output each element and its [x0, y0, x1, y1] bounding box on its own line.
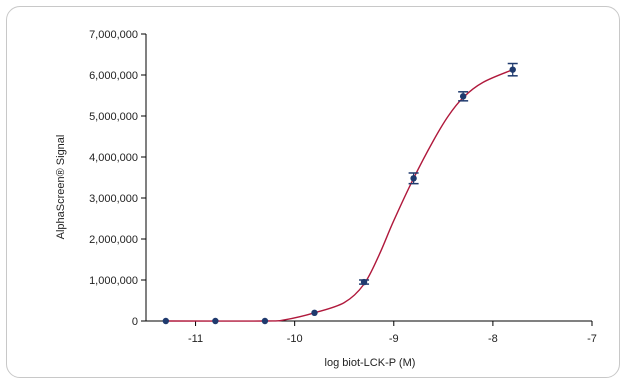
y-axis-title: AlphaScreen® Signal — [55, 135, 67, 240]
data-point — [311, 309, 318, 316]
y-ticks: 0 1,000,000 2,000,000 3,000,000 4,000,000 5,0… — [89, 29, 146, 328]
data-point — [410, 175, 417, 182]
y-tick-label: 7,000,000 — [89, 29, 138, 41]
y-tick-label: 1,000,000 — [89, 275, 138, 287]
x-tick-label: -7 — [587, 333, 597, 345]
x-tick-label: -9 — [389, 333, 399, 345]
data-point — [261, 317, 269, 325]
data-point — [212, 317, 219, 325]
data-point — [162, 317, 170, 325]
x-axis-title: log biot-LCK-P (M) — [325, 357, 416, 369]
data-points — [162, 66, 516, 325]
data-point — [360, 278, 368, 286]
fit-curve — [165, 69, 513, 322]
y-tick-label: 6,000,000 — [89, 70, 138, 82]
data-point — [459, 93, 467, 100]
data-point — [509, 66, 516, 73]
x-tick-label: -8 — [488, 333, 498, 345]
chart-frame — [6, 6, 620, 378]
y-tick-label: 3,000,000 — [89, 193, 138, 205]
x-ticks: -11 -10 -9 -8 -7 — [188, 321, 597, 345]
error-bars — [359, 62, 518, 285]
x-tick-label: -10 — [287, 333, 303, 345]
y-tick-label: 4,000,000 — [89, 152, 138, 164]
axes — [145, 34, 592, 322]
y-tick-label: 2,000,000 — [89, 234, 138, 246]
y-tick-label: 5,000,000 — [89, 111, 138, 123]
x-tick-label: -11 — [188, 333, 203, 345]
y-tick-label: 0 — [132, 316, 138, 328]
